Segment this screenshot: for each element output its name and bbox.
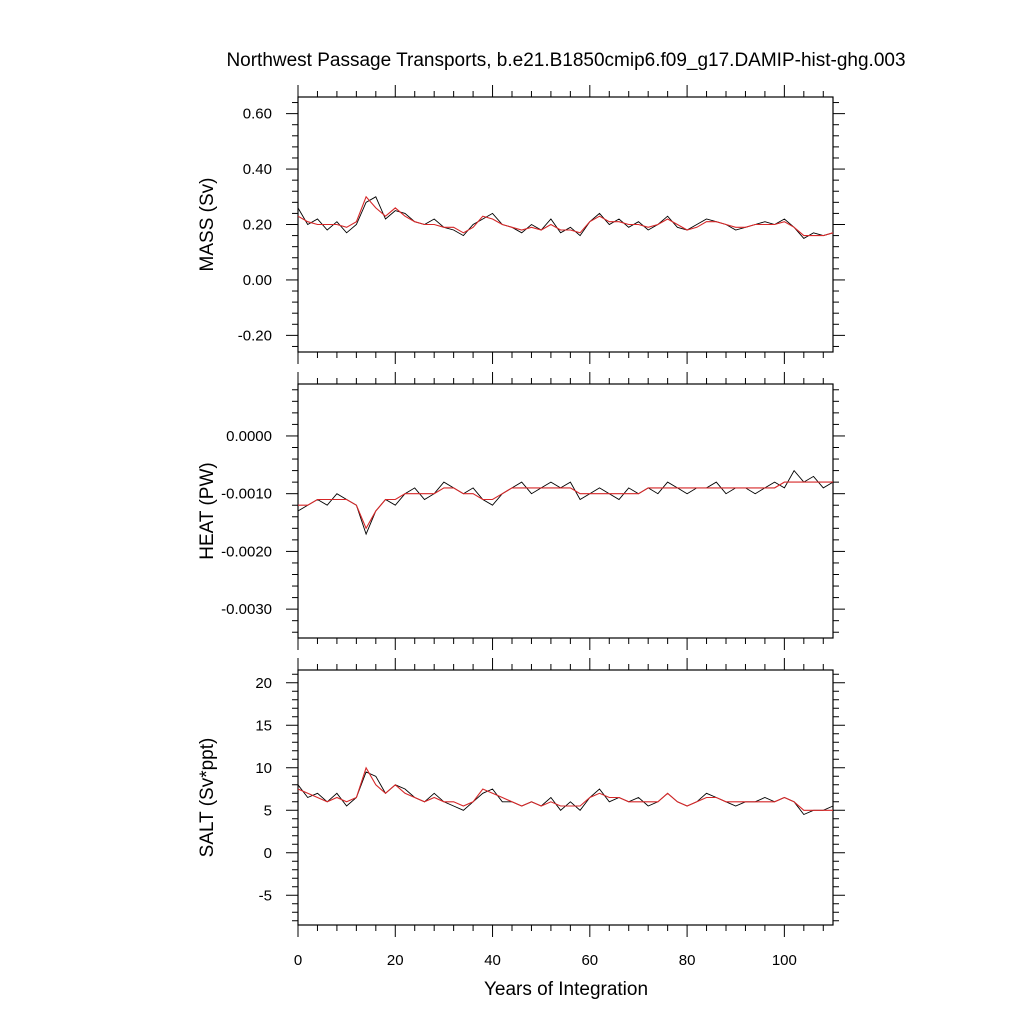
y-tick-label-heat: -0.0030 <box>221 601 272 618</box>
y-axis-title-salt: SALT (Sv*ppt) <box>197 738 218 858</box>
panel-mass-frame <box>297 96 834 353</box>
series-raw-mass <box>297 196 834 239</box>
y-tick-label-mass: -0.20 <box>238 327 272 344</box>
x-tick-label: 100 <box>772 952 797 969</box>
x-axis-title: Years of Integration <box>484 979 648 1000</box>
x-tick-label: 80 <box>679 952 696 969</box>
y-tick-label-mass: 0.60 <box>243 106 272 123</box>
y-tick-label-salt: 10 <box>255 760 272 777</box>
y-axis-title-heat: HEAT (PW) <box>197 462 218 559</box>
y-tick-label-heat: 0.0000 <box>226 428 272 445</box>
y-axis-title-mass: MASS (Sv) <box>197 178 218 272</box>
y-tick-label-heat: -0.0010 <box>221 486 272 503</box>
y-tick-label-mass: 0.20 <box>243 217 272 234</box>
series-smooth-salt <box>297 766 833 811</box>
panel-heat-frame <box>297 383 834 639</box>
panel-mass: -0.20 0.00 0.20 0.40 0.60 MASS (Sv) <box>197 85 845 364</box>
panel-salt: -5 0 5 10 15 20 SALT (Sv*ppt) <box>197 658 845 937</box>
x-tick-label: 60 <box>581 952 598 969</box>
y-tick-label-salt: 20 <box>255 675 272 692</box>
y-tick-label-mass: 0.00 <box>243 272 272 289</box>
x-tick-label: 40 <box>484 952 501 969</box>
y-tick-label-salt: -5 <box>259 887 272 904</box>
series-smooth-heat <box>298 481 833 530</box>
panel-salt-frame <box>297 669 834 926</box>
series-raw-heat <box>297 469 834 536</box>
panel-heat: -0.0030 -0.0020 -0.0010 0.0000 HEAT (PW) <box>197 372 845 650</box>
y-tick-label-mass: 0.40 <box>243 161 272 178</box>
chart-title: Northwest Passage Transports, b.e21.B185… <box>226 50 905 71</box>
y-tick-label-salt: 5 <box>264 802 272 819</box>
x-tick-label: 20 <box>387 952 404 969</box>
y-tick-label-salt: 15 <box>255 717 272 734</box>
series-raw-salt <box>297 771 834 816</box>
series-smooth-mass <box>297 195 834 237</box>
x-tick-label: 0 <box>294 952 302 969</box>
y-tick-label-heat: -0.0020 <box>221 543 272 560</box>
y-tick-label-salt: 0 <box>264 845 272 862</box>
